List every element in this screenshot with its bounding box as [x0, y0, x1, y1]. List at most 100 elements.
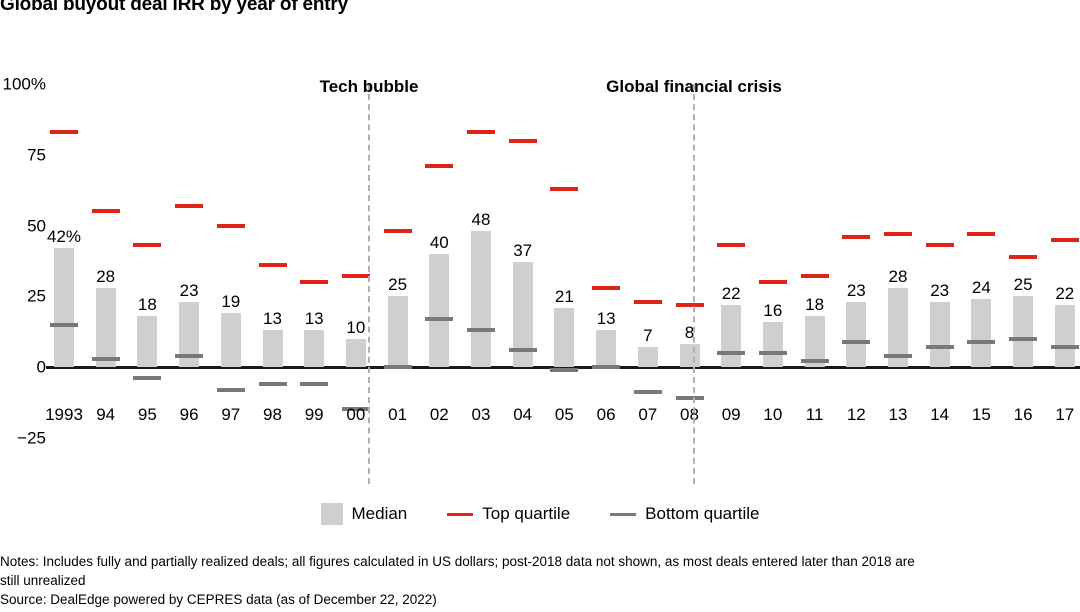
legend-item[interactable]: Bottom quartile	[610, 504, 760, 524]
top-quartile-tick[interactable]	[50, 130, 78, 135]
bar-median[interactable]	[804, 316, 825, 367]
bottom-quartile-tick[interactable]	[91, 356, 120, 361]
top-quartile-tick[interactable]	[1009, 254, 1038, 259]
bottom-quartile-tick[interactable]	[425, 316, 454, 321]
notes-line-2: still unrealized	[0, 573, 86, 589]
bottom-quartile-tick[interactable]	[133, 376, 162, 381]
bar-median[interactable]	[345, 338, 366, 367]
bottom-quartile-tick[interactable]	[800, 359, 829, 364]
legend-item-label: Median	[351, 504, 408, 523]
bottom-quartile-tick[interactable]	[675, 396, 704, 401]
legend-item[interactable]: Median	[320, 503, 408, 525]
bar-median[interactable]	[721, 304, 742, 367]
bar-median[interactable]	[596, 330, 617, 367]
bottom-quartile-tick[interactable]	[383, 365, 412, 369]
top-quartile-tick[interactable]	[1050, 237, 1079, 242]
x-axis-tick-label: 95	[137, 405, 157, 424]
bar-median[interactable]	[95, 287, 116, 367]
x-axis-tick-label: 01	[388, 405, 408, 424]
top-quartile-tick[interactable]	[91, 209, 120, 214]
top-quartile-tick[interactable]	[341, 274, 370, 279]
x-axis-tick-label: 12	[846, 405, 866, 424]
bottom-quartile-tick[interactable]	[341, 407, 370, 412]
top-quartile-tick[interactable]	[508, 138, 537, 143]
bottom-quartile-tick[interactable]	[967, 339, 996, 344]
bar-median[interactable]	[512, 262, 533, 367]
bottom-quartile-tick[interactable]	[216, 387, 245, 392]
x-axis-tick-label: 17	[1055, 405, 1075, 424]
bottom-quartile-tick[interactable]	[925, 345, 954, 350]
bar-value-label: 19	[221, 292, 241, 312]
top-quartile-tick[interactable]	[717, 243, 746, 248]
bar-median[interactable]	[54, 248, 74, 367]
bar-value-label: 23	[179, 280, 199, 300]
bar-value-label: 13	[596, 309, 616, 329]
top-quartile-tick[interactable]	[758, 280, 787, 285]
bar-median[interactable]	[429, 253, 450, 367]
zero-baseline	[46, 366, 1080, 369]
bottom-quartile-tick[interactable]	[884, 353, 912, 358]
bar-median[interactable]	[137, 316, 158, 367]
bar-median[interactable]	[637, 347, 658, 367]
top-quartile-tick[interactable]	[467, 130, 495, 135]
bottom-quartile-tick[interactable]	[717, 350, 746, 355]
top-quartile-tick[interactable]	[383, 229, 412, 234]
top-quartile-tick[interactable]	[592, 285, 621, 290]
bar-median[interactable]	[888, 287, 908, 367]
bar-median[interactable]	[262, 330, 283, 367]
bar-median[interactable]	[179, 301, 200, 367]
bottom-quartile-tick[interactable]	[550, 367, 579, 372]
bar-median[interactable]	[762, 321, 783, 367]
footnotes: Notes: Includes fully and partially real…	[0, 552, 1080, 609]
top-quartile-tick[interactable]	[133, 243, 162, 248]
bottom-quartile-tick[interactable]	[508, 348, 537, 353]
bottom-quartile-tick[interactable]	[300, 381, 329, 386]
top-quartile-tick[interactable]	[258, 263, 287, 268]
y-axis-tick-label: 25	[27, 286, 46, 306]
bar-median[interactable]	[971, 299, 992, 367]
bar-median[interactable]	[679, 344, 700, 367]
top-quartile-tick[interactable]	[884, 231, 912, 236]
top-quartile-tick[interactable]	[216, 223, 245, 228]
bottom-quartile-tick[interactable]	[842, 339, 871, 344]
bar-median[interactable]	[471, 231, 491, 367]
bottom-quartile-tick[interactable]	[633, 390, 662, 395]
x-axis-tick-label: 98	[263, 405, 282, 424]
bottom-quartile-tick[interactable]	[50, 322, 78, 327]
top-quartile-tick[interactable]	[842, 234, 871, 239]
bar-value-label: 28	[96, 266, 116, 286]
top-quartile-tick[interactable]	[175, 203, 204, 208]
x-axis-tick-label: 97	[221, 405, 241, 424]
y-axis-tick-label: −25	[17, 428, 46, 448]
bottom-quartile-tick[interactable]	[258, 381, 287, 386]
top-quartile-tick[interactable]	[925, 243, 954, 248]
bottom-quartile-tick[interactable]	[758, 350, 787, 355]
bar-median[interactable]	[220, 313, 241, 367]
top-quartile-tick[interactable]	[550, 186, 579, 191]
bar-value-label: 23	[930, 280, 950, 300]
top-quartile-tick[interactable]	[675, 302, 704, 307]
bar-median[interactable]	[1054, 304, 1075, 367]
bar-value-label: 18	[137, 295, 157, 315]
legend-item[interactable]: Top quartile	[447, 504, 570, 524]
top-quartile-tick[interactable]	[633, 299, 662, 304]
bottom-quartile-tick[interactable]	[1050, 345, 1079, 350]
bar-median[interactable]	[1013, 296, 1034, 367]
bar-value-label: 7	[643, 326, 653, 346]
x-axis-tick-label: 96	[179, 405, 199, 424]
bar-median[interactable]	[387, 296, 408, 367]
bottom-quartile-tick[interactable]	[175, 353, 204, 358]
bar-value-label: 18	[805, 295, 825, 315]
bar-median[interactable]	[846, 301, 867, 367]
top-quartile-tick[interactable]	[800, 274, 829, 279]
bottom-quartile-tick[interactable]	[467, 328, 495, 333]
bottom-quartile-tick[interactable]	[592, 365, 621, 369]
bar-median[interactable]	[304, 330, 325, 367]
top-quartile-tick[interactable]	[967, 231, 996, 236]
bar-median[interactable]	[929, 301, 950, 367]
top-quartile-tick[interactable]	[300, 280, 329, 285]
top-quartile-tick[interactable]	[425, 164, 454, 169]
bar-median[interactable]	[554, 307, 575, 367]
x-axis-tick-label: 08	[680, 405, 699, 424]
bottom-quartile-tick[interactable]	[1009, 336, 1038, 341]
